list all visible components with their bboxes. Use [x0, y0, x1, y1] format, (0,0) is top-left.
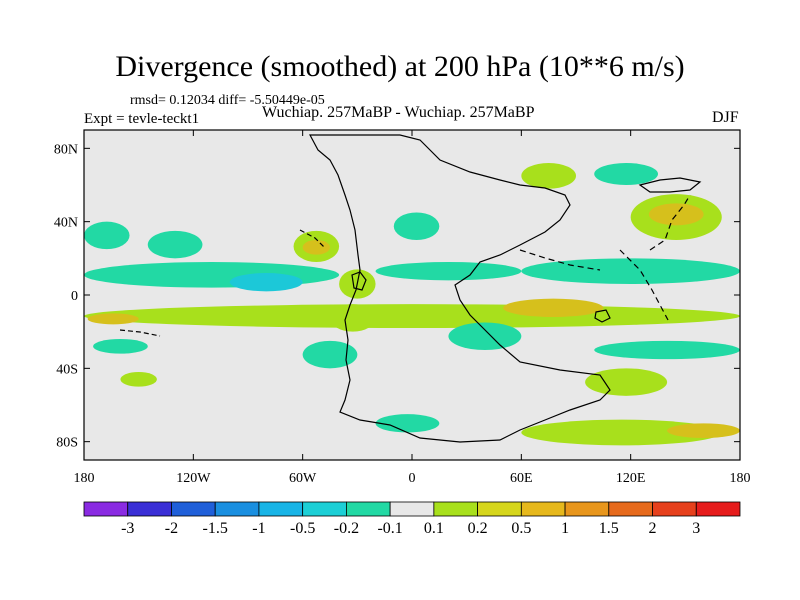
- colorbar-swatch: [608, 501, 653, 517]
- map-background: [84, 130, 740, 460]
- convergence-region: [393, 212, 440, 240]
- colorbar-swatch: [345, 501, 391, 517]
- divergence-region: [120, 372, 157, 387]
- divergence-region: [521, 419, 722, 446]
- x-tick-label: 120W: [176, 471, 211, 486]
- colorbar-label: 1: [561, 520, 569, 537]
- convergence-region: [93, 339, 148, 354]
- subtitle-label: Wuchiap. 257MaBP - Wuchiap. 257MaBP: [262, 104, 535, 121]
- convergence-region: [302, 340, 358, 369]
- x-tick-label: 0: [409, 471, 416, 486]
- terrane-outline: [649, 194, 691, 251]
- colorbar-label: 0.1: [424, 520, 444, 537]
- experiment-label: Expt = tevle-teckt1: [84, 111, 200, 127]
- colorbar-label: 0.2: [468, 520, 488, 537]
- divergence-field: [84, 163, 740, 446]
- colorbar-swatch: [695, 501, 741, 517]
- convergence-region: [448, 322, 522, 350]
- colorbar-swatch: [477, 501, 522, 517]
- colorbar-label: -2: [165, 520, 178, 537]
- convergence-region: [594, 340, 740, 360]
- terrane-outline: [519, 249, 601, 271]
- colorbar-swatch: [520, 501, 566, 517]
- colorbar-label: -0.2: [334, 520, 359, 537]
- y-tick-label: 40N: [54, 216, 78, 231]
- y-tick-label: 80N: [54, 142, 78, 157]
- y-axis: 80N 40N 0 40S 80S: [54, 142, 740, 451]
- x-axis: 180 120W 60W 0 60E 120E 180: [74, 130, 751, 486]
- convergence-region: [521, 258, 740, 284]
- stats-label: rmsd= 0.12034 diff= -5.50449e-05: [130, 93, 325, 108]
- divergence-region: [648, 203, 704, 226]
- x-tick-label: 120E: [616, 471, 646, 486]
- colorbar-swatch: [258, 501, 304, 517]
- convergence-region: [594, 163, 658, 185]
- divergence-region: [87, 313, 139, 325]
- colorbar-swatch: [433, 501, 479, 517]
- divergence-region: [585, 368, 668, 396]
- divergence-region: [330, 304, 376, 332]
- colorbar-label: 2: [649, 520, 657, 537]
- terrane-outline: [119, 329, 161, 337]
- colorbar-swatch: [171, 501, 216, 517]
- divergence-region: [302, 240, 331, 255]
- colorbar-swatch: [652, 501, 697, 517]
- season-label: DJF: [712, 109, 739, 126]
- pangaea-outline: [309, 134, 611, 443]
- colorbar-swatch: [83, 501, 129, 517]
- colorbar-swatch: [214, 501, 260, 517]
- divergence-region: [667, 423, 740, 438]
- map-title: Divergence (smoothed) at 200 hPa (10**6 …: [115, 50, 685, 83]
- colorbar-label: -0.5: [290, 520, 315, 537]
- colorbar-label: -1.5: [203, 520, 228, 537]
- colorbar-label: 3: [692, 520, 700, 537]
- coastlines: [119, 134, 702, 443]
- convergence-region: [375, 414, 440, 433]
- divergence-region: [521, 163, 577, 189]
- y-tick-label: 40S: [56, 362, 78, 377]
- divergence-region: [84, 304, 740, 329]
- terrane-outline: [299, 229, 326, 249]
- colorbar-label: -3: [121, 520, 134, 537]
- island-outline: [638, 177, 702, 193]
- y-tick-label: 0: [71, 289, 78, 304]
- colorbar-label: -0.1: [377, 520, 402, 537]
- colorbar-swatch: [564, 501, 610, 517]
- x-tick-label: 180: [74, 471, 95, 486]
- colorbar-label: -1: [252, 520, 265, 537]
- colorbar-swatch: [302, 501, 347, 517]
- colorbar-label: 0.5: [511, 520, 531, 537]
- colorbar-label: 1.5: [599, 520, 619, 537]
- x-tick-label: 180: [730, 471, 751, 486]
- colorbar-swatch: [389, 501, 435, 517]
- convergence-region: [375, 262, 522, 281]
- convergence-region: [229, 273, 303, 292]
- colorbar: -3 -2 -1.5 -1 -0.5 -0.2 -0.1 0.1 0.2 0.5 1 1.5 2 3: [83, 501, 741, 537]
- terrane-outline: [619, 249, 669, 321]
- convergence-region: [147, 230, 203, 259]
- colorbar-swatch: [127, 501, 172, 517]
- divergence-region: [503, 298, 604, 318]
- y-tick-label: 80S: [56, 436, 78, 451]
- x-tick-label: 60W: [289, 471, 317, 486]
- x-tick-label: 60E: [510, 471, 533, 486]
- island-outline: [351, 271, 367, 291]
- convergence-region: [84, 221, 130, 250]
- island-outline: [594, 309, 611, 323]
